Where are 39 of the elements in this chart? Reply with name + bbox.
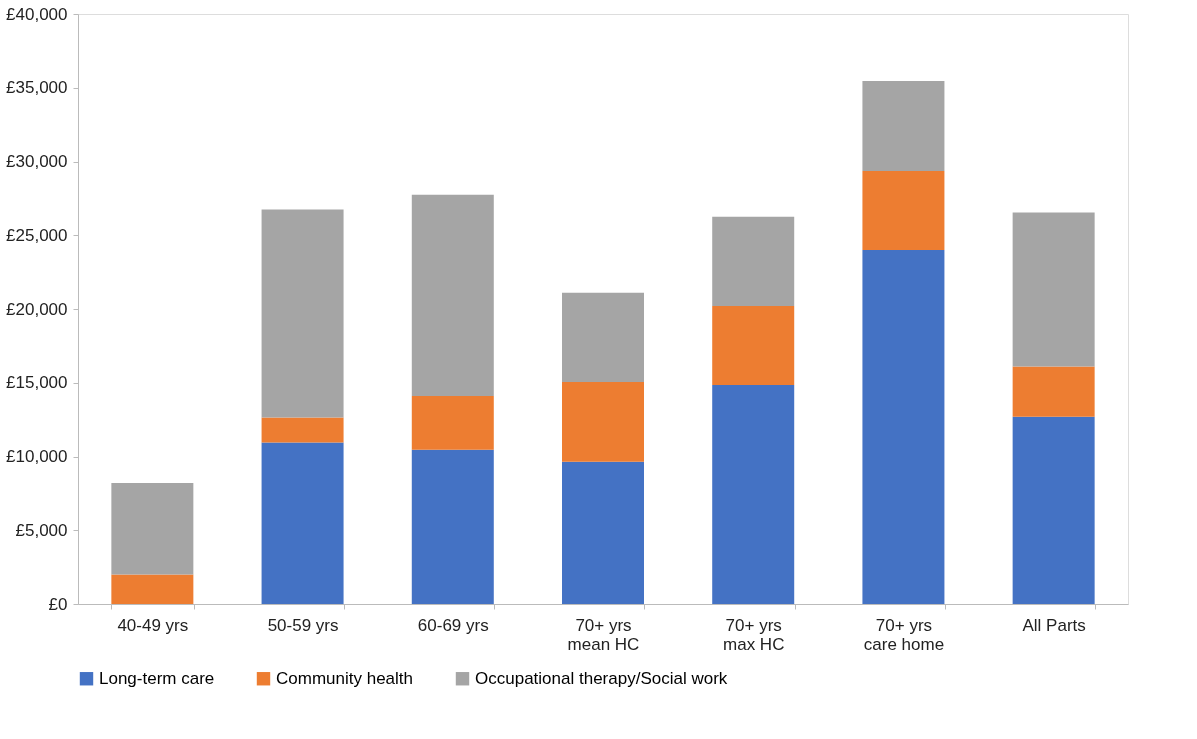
bar <box>562 461 644 604</box>
bar <box>261 209 344 418</box>
x-tick-label: 40-49 yrs <box>117 615 189 635</box>
y-tick-label: £5,000 <box>15 520 68 540</box>
bar <box>562 382 644 462</box>
x-tick-label: 70+ yrs max HC <box>723 615 785 654</box>
bar <box>562 292 644 383</box>
bar <box>411 194 494 397</box>
bar <box>862 171 945 250</box>
bar <box>111 483 194 575</box>
x-tick-label: 50-59 yrs <box>267 615 339 635</box>
x-tick-label: 70+ yrs care home <box>863 615 945 654</box>
legend-label: Long-term care <box>99 668 215 688</box>
bar <box>261 442 344 604</box>
y-tick-label: £0 <box>48 594 68 614</box>
legend-label: Occupational therapy/Social work <box>475 668 728 688</box>
y-tick-label: £30,000 <box>6 152 68 171</box>
bar <box>411 449 494 604</box>
y-tick-label: £20,000 <box>6 299 68 319</box>
bar <box>1012 416 1095 604</box>
x-tick-label: 70+ yrs mean HC <box>567 615 640 654</box>
y-tick-label: £25,000 <box>6 225 68 245</box>
bar <box>411 396 494 450</box>
x-tick-label: All Parts <box>1022 615 1086 635</box>
bar <box>1012 212 1095 367</box>
y-tick-label: £40,000 <box>6 4 68 24</box>
bar <box>261 417 344 443</box>
bar <box>862 250 945 604</box>
bar <box>712 216 795 307</box>
bar <box>111 574 194 604</box>
bar <box>712 306 795 385</box>
bar <box>862 81 945 172</box>
legend-label: Community health <box>276 668 414 688</box>
y-tick-label: £10,000 <box>6 447 68 466</box>
bar <box>1012 366 1095 417</box>
y-tick-label: £15,000 <box>6 373 68 393</box>
bar <box>712 384 795 604</box>
y-tick-label: £35,000 <box>6 78 68 98</box>
x-tick-label: 60-69 yrs <box>417 615 489 635</box>
